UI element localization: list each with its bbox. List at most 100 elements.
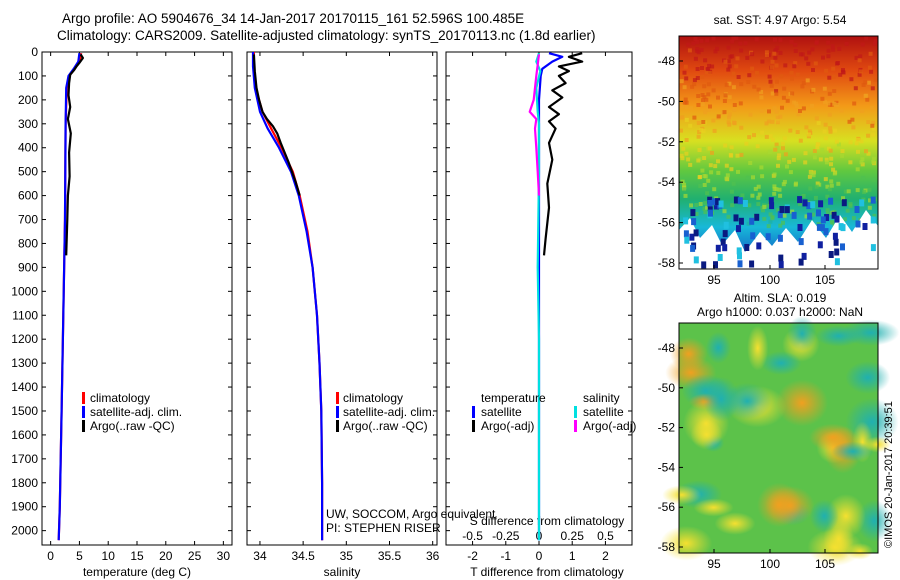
sst-pixel (684, 76, 689, 81)
sst-pixel (824, 214, 830, 221)
map-y-tick-label: -54 (658, 175, 676, 189)
sst-pixel (790, 76, 794, 81)
temperature-axes (41, 51, 233, 546)
sst-pixel (864, 36, 869, 41)
sst-pixel (697, 148, 702, 152)
sst-pixel (775, 115, 780, 120)
sst-pixel (729, 167, 734, 172)
sla-blob (714, 512, 756, 535)
legend-swatch-climatology (336, 392, 339, 404)
sst-pixel (764, 134, 769, 139)
x-tick-label: 0 (536, 549, 543, 563)
sst-pixel (801, 252, 807, 260)
sst-pixel (778, 254, 784, 262)
sst-pixel (679, 221, 684, 226)
sst-pixel (810, 47, 815, 52)
sst-pixel (806, 202, 812, 210)
sst-pixel (703, 110, 708, 115)
sst-pixel (823, 100, 828, 105)
sst-pixel (723, 93, 728, 98)
sst-pixel (825, 184, 830, 189)
legend-label-satellite: satellite-adj. clim. (90, 405, 182, 419)
sst-pixel (792, 64, 797, 69)
sst-pixel (774, 91, 779, 96)
sst-pixel (688, 123, 693, 128)
sst-pixel (826, 54, 831, 59)
sst-pixel (798, 138, 803, 143)
sst-pixel (704, 70, 709, 75)
sst-pixel (705, 205, 710, 210)
sst-pixel (775, 145, 780, 150)
sst-pixel (686, 157, 691, 162)
sst-pixel (775, 79, 779, 84)
sst-pixel (727, 112, 732, 117)
sst-pixel (736, 247, 742, 255)
sst-pixel (797, 201, 802, 206)
depth-tick-label: 600 (18, 189, 38, 203)
sst-pixel (711, 198, 717, 206)
sst-pixel (747, 73, 752, 78)
sst-pixel (734, 64, 739, 69)
sst-pixel (778, 261, 784, 269)
sst-pixel (820, 147, 825, 152)
sst-pixel (750, 52, 755, 57)
sst-pixel (705, 38, 710, 43)
difference-xlabel: T difference from climatology (470, 565, 624, 579)
sst-pixel (826, 48, 831, 53)
sla-blob (809, 499, 839, 533)
sla-blob (776, 379, 828, 427)
sst-pixel (707, 70, 712, 75)
sst-pixel (867, 205, 872, 210)
sst-pixel (823, 177, 828, 182)
sst-pixel (682, 70, 687, 75)
sst-pixel (781, 95, 786, 100)
series-line-satellite-adj-clim- (251, 52, 324, 541)
sst-pixel (724, 163, 729, 168)
temperature-xlabel: temperature (deg C) (83, 565, 191, 579)
sst-pixel (754, 37, 759, 42)
depth-tick-label: 200 (18, 93, 38, 107)
sst-pixel (830, 220, 835, 225)
sst-pixel (736, 75, 741, 79)
sst-pixel (699, 211, 703, 215)
sst-pixel (821, 55, 825, 60)
sst-pixel (840, 149, 845, 154)
sst-pixel (739, 125, 744, 130)
sst-pixel (828, 129, 833, 134)
sst-pixel (814, 116, 819, 121)
sst-pixel (736, 169, 740, 174)
sst-pixel (870, 86, 875, 91)
sst-pixel (866, 120, 871, 124)
sst-pixel (702, 174, 707, 178)
sst-pixel (730, 203, 735, 208)
sst-pixel (764, 50, 769, 55)
sst-pixel (831, 66, 836, 71)
sst-pixel (858, 54, 863, 59)
sst-pixel (713, 164, 718, 169)
sst-pixel (756, 242, 762, 250)
sst-pixel (733, 196, 739, 204)
sst-pixel (682, 187, 687, 192)
sst-pixel (702, 84, 707, 89)
sst-pixel (845, 208, 850, 213)
sst-pixel (712, 128, 717, 133)
sst-pixel (715, 198, 721, 206)
sst-pixel (840, 243, 845, 251)
sst-pixel (724, 176, 729, 181)
sst-pixel (716, 95, 720, 100)
sst-pixel (679, 128, 683, 133)
map-y-tick-label: -58 (658, 540, 676, 554)
temperature-legend: climatology satellite-adj. clim. Argo(..… (82, 391, 182, 433)
sst-pixel (779, 206, 785, 213)
sst-pixel (679, 115, 684, 120)
map-y-tick-label: -56 (658, 216, 676, 230)
sst-pixel (701, 129, 706, 133)
sst-pixel (801, 81, 806, 85)
sst-pixel (698, 175, 703, 179)
sla-blob (856, 500, 892, 542)
sst-pixel (738, 217, 744, 225)
sst-pixel (765, 233, 771, 241)
sst-pixel (768, 219, 773, 224)
map-x-tick-label: 100 (760, 557, 780, 571)
sst-pixel (765, 203, 770, 208)
